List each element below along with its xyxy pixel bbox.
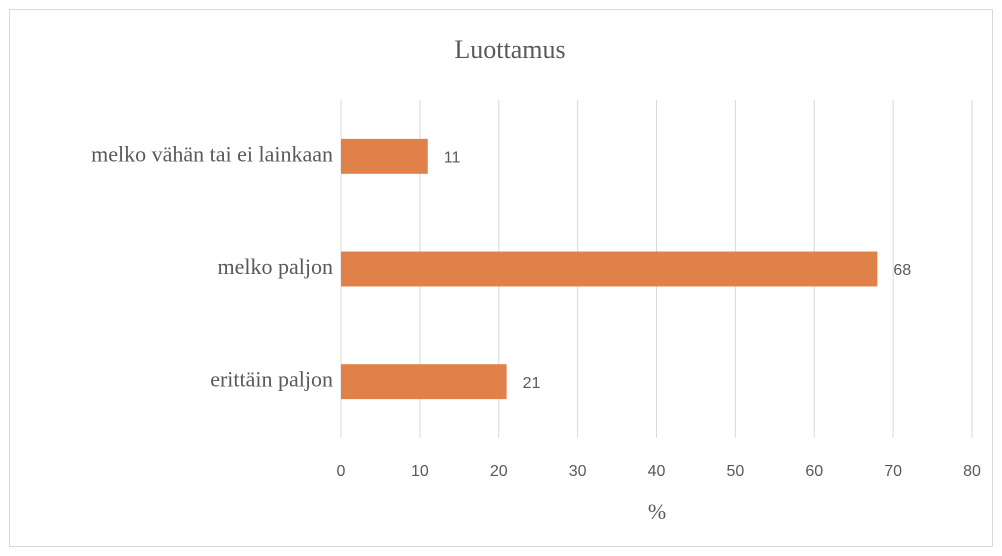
data-label: 11 xyxy=(444,150,461,167)
x-tick-label: 70 xyxy=(884,463,902,480)
x-tick-label: 50 xyxy=(726,463,744,480)
x-tick-label: 20 xyxy=(490,463,508,480)
y-tick-label: erittäin paljon xyxy=(210,367,333,392)
y-tick-label: melko paljon xyxy=(218,254,333,279)
bar xyxy=(341,364,507,400)
y-tick-label: melko vähän tai ei lainkaan xyxy=(91,141,333,166)
bar xyxy=(341,251,878,287)
data-label: 21 xyxy=(523,375,541,392)
x-tick-label: 30 xyxy=(569,463,587,480)
x-tick-label: 60 xyxy=(805,463,823,480)
x-tick-label: 10 xyxy=(411,463,429,480)
data-label: 68 xyxy=(893,262,911,279)
chart-title: Luottamus xyxy=(454,35,565,64)
x-axis-label: % xyxy=(648,499,666,524)
bar xyxy=(341,138,428,174)
x-tick-label: 80 xyxy=(963,463,981,480)
x-tick-label: 40 xyxy=(648,463,666,480)
x-tick-label: 0 xyxy=(337,463,346,480)
